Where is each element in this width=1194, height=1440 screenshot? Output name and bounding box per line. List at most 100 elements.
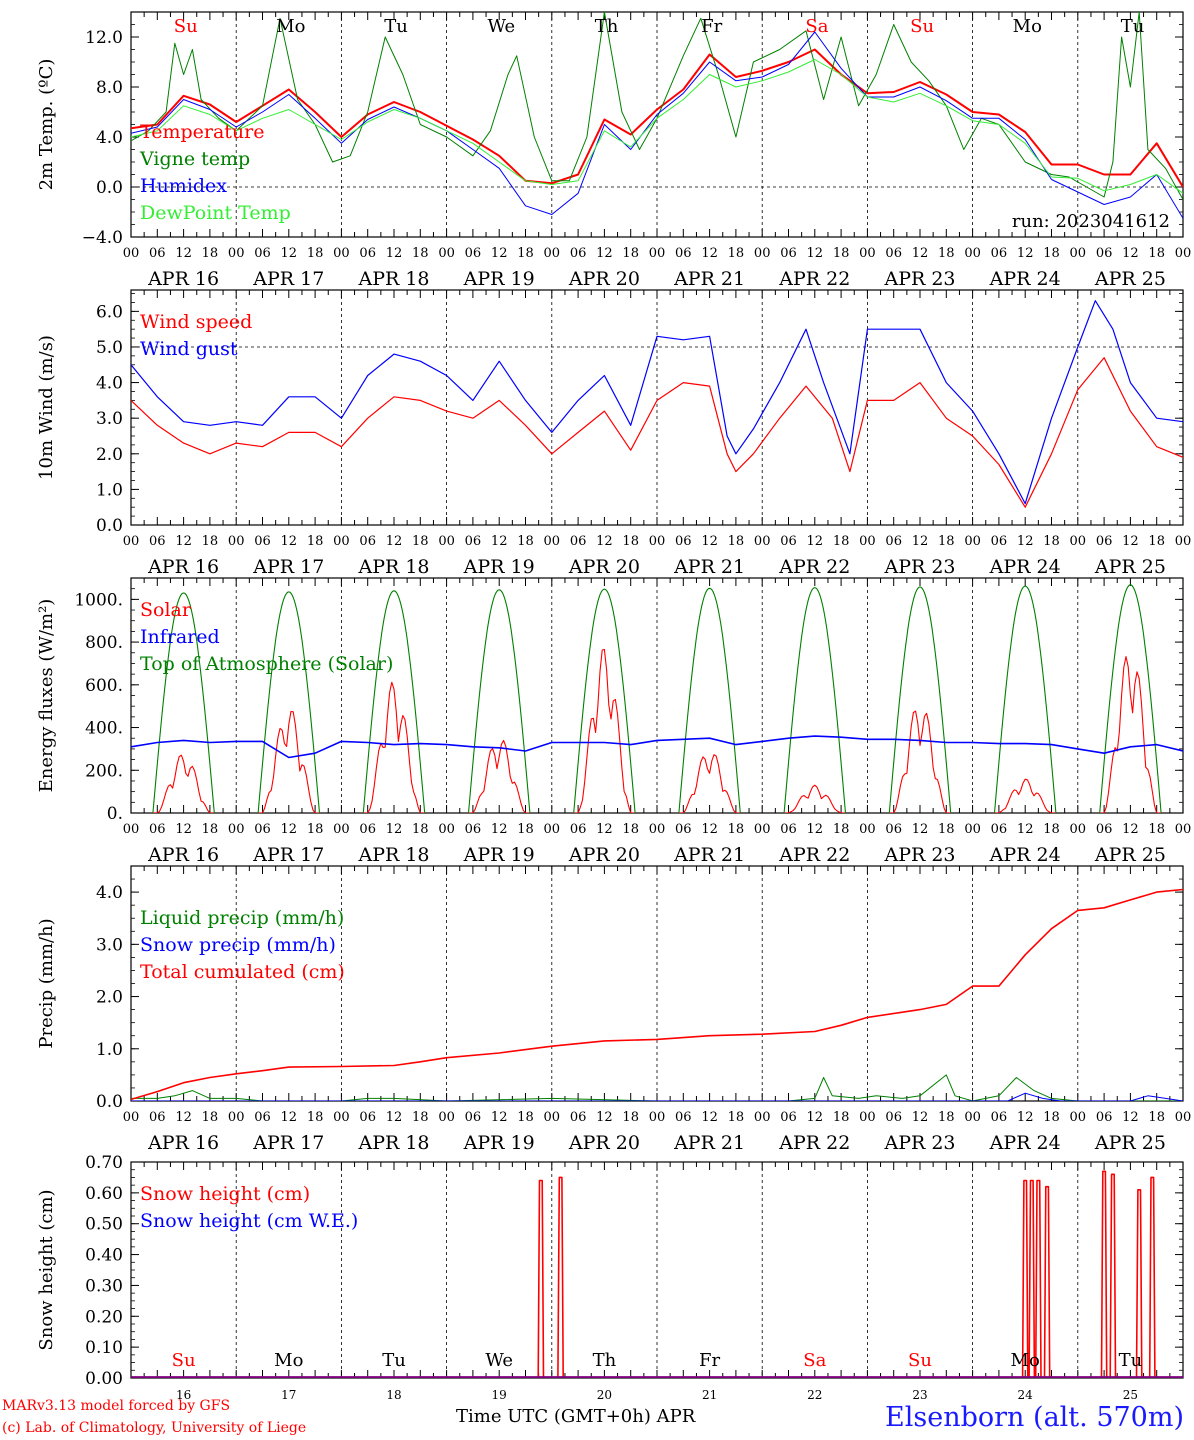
date-label: APR 18 [357, 268, 429, 290]
hour-tick-label: 18 [202, 534, 219, 549]
hour-tick-label: 18 [517, 534, 534, 549]
date-label: APR 16 [147, 556, 219, 578]
date-label: APR 21 [673, 556, 745, 578]
date-label: APR 18 [357, 556, 429, 578]
legend-entry: Top of Atmosphere (Solar) [140, 653, 393, 675]
hour-tick-label: 00 [438, 534, 455, 549]
hour-tick-label: 00 [228, 1110, 245, 1125]
hour-tick-label: 06 [1096, 1110, 1113, 1125]
weekday-label: Th [595, 16, 619, 37]
legend-entry: Solar [140, 599, 192, 621]
y-axis-label: Energy fluxes (W/m²) [36, 599, 57, 793]
solar-series [889, 710, 951, 813]
date-label: APR 23 [883, 556, 955, 578]
y-tick-label: 1000. [74, 590, 123, 610]
toa-solar-series [1099, 584, 1162, 813]
y-tick-label: 2.0 [96, 988, 123, 1008]
y-tick-label: 3.0 [96, 935, 123, 955]
date-label: APR 20 [568, 556, 640, 578]
hour-tick-label: 12 [807, 1110, 824, 1125]
hour-tick-label: 00 [964, 822, 981, 837]
date-label: APR 21 [673, 844, 745, 866]
date-label: APR 21 [673, 1132, 745, 1154]
hour-tick-label: 00 [1070, 822, 1087, 837]
hour-tick-label: 18 [517, 822, 534, 837]
hour-tick-label: 18 [202, 246, 219, 261]
hour-tick-label: 00 [123, 1110, 140, 1125]
day-number-label: 17 [281, 1388, 296, 1402]
weekday-label: Tu [384, 16, 408, 37]
plot-area [131, 584, 1183, 813]
day-number-label: 19 [492, 1388, 507, 1402]
y-axis-label: 2m Temp. (ºC) [36, 59, 57, 191]
hour-tick-label: 00 [754, 246, 771, 261]
snow-height-spike [1043, 1185, 1051, 1378]
hour-tick-label: 12 [281, 246, 298, 261]
hour-tick-label: 12 [596, 246, 613, 261]
day-number-label: 21 [702, 1388, 717, 1402]
hour-tick-label: 00 [228, 822, 245, 837]
hour-tick-label: 06 [570, 534, 587, 549]
date-label: APR 20 [568, 844, 640, 866]
hour-tick-label: 12 [386, 534, 403, 549]
hour-tick-label: 00 [859, 246, 876, 261]
y-axis-label: Snow height (cm) [36, 1189, 57, 1350]
hour-tick-label: 00 [544, 246, 561, 261]
hour-tick-label: 18 [622, 822, 639, 837]
series-snow-precip-mm-h- [131, 1092, 1183, 1101]
run-label: run: 2023041612 [1012, 211, 1170, 232]
hour-tick-label: 18 [728, 246, 745, 261]
date-label: APR 23 [883, 1132, 955, 1154]
hour-tick-label: 06 [780, 822, 797, 837]
solar-series [152, 754, 215, 813]
hour-tick-label: 00 [544, 534, 561, 549]
hour-tick-label: 12 [1017, 534, 1034, 549]
weekday-label: Sa [803, 1350, 826, 1371]
hour-tick-label: 06 [885, 534, 902, 549]
hour-tick-label: 06 [570, 1110, 587, 1125]
weekday-label: Su [174, 16, 198, 37]
legend-entry: Total cumulated (cm) [140, 961, 345, 983]
hour-tick-label: 12 [807, 246, 824, 261]
hour-tick-label: 12 [701, 822, 718, 837]
series-vigne-temp [131, 12, 1183, 200]
hour-tick-label: 06 [149, 246, 166, 261]
hour-tick-label: 12 [1122, 534, 1139, 549]
hour-tick-label: 18 [1148, 1110, 1165, 1125]
weekday-label: Tu [1119, 1350, 1143, 1371]
hour-tick-label: 12 [912, 246, 929, 261]
hour-tick-label: 12 [491, 534, 508, 549]
hour-tick-label: 06 [465, 246, 482, 261]
y-tick-label: 0.20 [85, 1307, 123, 1327]
series-total-cumulated-cm- [131, 888, 1183, 1101]
date-label: APR 24 [989, 268, 1061, 290]
legend-entry: Temperature [140, 121, 264, 143]
y-axis-label: 10m Wind (m/s) [36, 335, 57, 480]
hour-tick-label: 12 [175, 246, 192, 261]
hour-tick-label: 06 [465, 1110, 482, 1125]
y-tick-label: 0.50 [85, 1215, 123, 1235]
weekday-label: Mo [1013, 16, 1042, 37]
hour-tick-label: 18 [1148, 822, 1165, 837]
legend-entry: DewPoint Temp [140, 202, 291, 224]
hour-tick-label: 06 [359, 246, 376, 261]
hour-tick-label: 18 [938, 534, 955, 549]
y-tick-label: 1.0 [96, 1040, 123, 1060]
hour-tick-label: 00 [123, 534, 140, 549]
legend-entry: Vigne temp [139, 148, 250, 170]
y-tick-label: 12.0 [85, 28, 123, 48]
hour-tick-label: 06 [254, 1110, 271, 1125]
hour-tick-label: 06 [570, 822, 587, 837]
hour-tick-label: 18 [1148, 534, 1165, 549]
hour-tick-label: 12 [1017, 246, 1034, 261]
station-label: Elsenborn (alt. 570m) [885, 1402, 1184, 1433]
date-label: APR 21 [673, 268, 745, 290]
hour-tick-label: 18 [1043, 822, 1060, 837]
hour-tick-label: 12 [1017, 822, 1034, 837]
date-label: APR 18 [357, 1132, 429, 1154]
hour-tick-label: 18 [517, 246, 534, 261]
solar-series [468, 739, 530, 813]
date-label: APR 25 [1094, 268, 1166, 290]
solar-series [363, 681, 425, 813]
hour-tick-label: 06 [885, 822, 902, 837]
